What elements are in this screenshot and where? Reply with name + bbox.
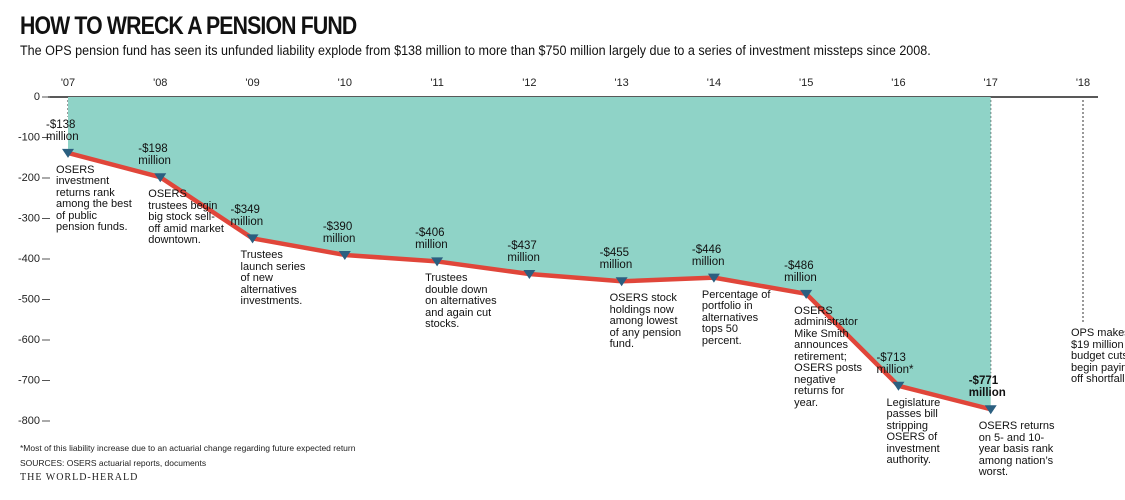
area <box>68 97 991 410</box>
credit: THE WORLD-HERALD <box>20 472 139 483</box>
x-tick-label: '14 <box>707 77 721 89</box>
y-tick-label: -200 <box>18 172 40 184</box>
chart-title: HOW TO WRECK A PENSION FUND <box>20 12 357 40</box>
marker <box>800 289 813 299</box>
x-tick-label: '18 <box>1076 77 1090 89</box>
annotation: OSERS trustees begin big stock sell-off … <box>148 188 224 247</box>
x-tick-label: '10 <box>338 77 352 89</box>
sources: SOURCES: OSERS actuarial reports, docume… <box>20 458 207 468</box>
annotation: OSERS investment returns rank among the … <box>56 163 132 234</box>
y-tick-label: -500 <box>18 293 40 305</box>
x-tick-label: '13 <box>614 77 628 89</box>
y-tick-label: -600 <box>18 334 40 346</box>
marker <box>246 234 259 244</box>
annotation: Trustees launch series of new alternativ… <box>240 249 306 308</box>
marker <box>431 257 444 267</box>
value-label: -$406 million <box>415 227 448 252</box>
annotation: Legislature passes bill stripping OSERS … <box>886 396 941 467</box>
x-tick-label: '09 <box>245 77 259 89</box>
marker <box>62 148 74 158</box>
annotation: Trustees double down on alternatives and… <box>425 272 497 331</box>
y-tick-label: -700 <box>18 374 40 386</box>
annotation: Percentage of portfolio in alternatives … <box>701 288 771 347</box>
value-label: -$349 million <box>230 204 264 229</box>
y-tick-label: -300 <box>18 212 40 224</box>
value-label: -$446 million <box>691 243 725 268</box>
marker <box>154 173 167 183</box>
marker <box>984 405 997 415</box>
y-tick-label: -400 <box>18 253 40 265</box>
x-tick-label: '16 <box>891 77 905 89</box>
value-label: -$713 million* <box>876 351 914 376</box>
value-label: -$437 million <box>507 239 540 264</box>
footnote: *Most of this liability increase due to … <box>20 443 356 453</box>
x-tick-label: '15 <box>799 77 813 89</box>
annotation: OSERS returns on 5- and 10-year basis ra… <box>978 420 1055 479</box>
annotation: OSERS stock holdings now among lowest of… <box>609 292 682 351</box>
value-label: -$486 million <box>784 259 817 284</box>
marker <box>338 250 351 260</box>
x-tick-label: '12 <box>522 77 536 89</box>
x-tick-label: '08 <box>153 77 167 89</box>
marker <box>523 269 536 279</box>
marker <box>892 381 905 391</box>
marker <box>707 273 720 283</box>
y-tick-label: -100 <box>18 131 40 143</box>
y-tick-label: 0 <box>34 91 40 103</box>
value-label: -$390 million <box>322 220 356 245</box>
x-tick-label: '11 <box>430 77 444 89</box>
x-tick-label: '17 <box>984 77 998 89</box>
value-label: -$198 million <box>138 143 171 168</box>
y-tick-label: -800 <box>18 415 40 427</box>
marker <box>615 277 628 287</box>
value-label: -$455 million <box>599 247 633 272</box>
chart-subtitle: The OPS pension fund has seen its unfund… <box>20 43 931 58</box>
annotation: OSERS administrator Mike Smith announces… <box>794 304 863 409</box>
value-label: -$138 million <box>46 118 79 143</box>
x-tick-label: '07 <box>61 77 75 89</box>
value-label: -$771 million <box>968 375 1006 400</box>
